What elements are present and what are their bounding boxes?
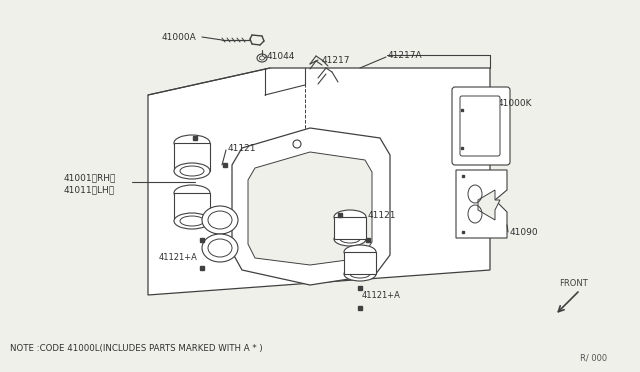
Ellipse shape	[344, 267, 376, 281]
Ellipse shape	[202, 234, 238, 262]
Text: 41121: 41121	[368, 211, 397, 219]
FancyBboxPatch shape	[460, 96, 500, 156]
Text: 41128: 41128	[308, 160, 337, 170]
Polygon shape	[456, 170, 507, 238]
FancyBboxPatch shape	[452, 87, 510, 165]
FancyBboxPatch shape	[344, 252, 376, 274]
Text: 41090: 41090	[510, 228, 539, 237]
Text: 41217: 41217	[322, 55, 351, 64]
FancyBboxPatch shape	[174, 143, 210, 171]
Text: 41121+A: 41121+A	[159, 253, 197, 263]
Text: 41121: 41121	[228, 144, 257, 153]
Ellipse shape	[344, 245, 376, 259]
Text: 41001〈RH〉: 41001〈RH〉	[64, 173, 116, 183]
Ellipse shape	[174, 135, 210, 151]
Text: 41217A: 41217A	[388, 51, 422, 60]
Ellipse shape	[174, 163, 210, 179]
Ellipse shape	[202, 206, 238, 234]
Text: 41000K: 41000K	[498, 99, 532, 108]
Polygon shape	[232, 128, 390, 285]
Ellipse shape	[334, 232, 366, 246]
Polygon shape	[148, 68, 490, 295]
Text: R/ 000: R/ 000	[580, 353, 607, 362]
Ellipse shape	[334, 210, 366, 224]
Polygon shape	[478, 190, 500, 220]
Text: 41121+A: 41121+A	[362, 292, 401, 301]
Text: 41000A: 41000A	[162, 32, 196, 42]
FancyBboxPatch shape	[334, 217, 366, 239]
Ellipse shape	[174, 185, 210, 201]
Text: NOTE :CODE 41000L(INCLUDES PARTS MARKED WITH A * ): NOTE :CODE 41000L(INCLUDES PARTS MARKED …	[10, 343, 262, 353]
Ellipse shape	[174, 213, 210, 229]
FancyBboxPatch shape	[174, 193, 210, 221]
Text: FRONT: FRONT	[559, 279, 588, 288]
Text: 41011〈LH〉: 41011〈LH〉	[64, 186, 115, 195]
Polygon shape	[248, 152, 372, 265]
Text: 41044: 41044	[267, 51, 296, 61]
